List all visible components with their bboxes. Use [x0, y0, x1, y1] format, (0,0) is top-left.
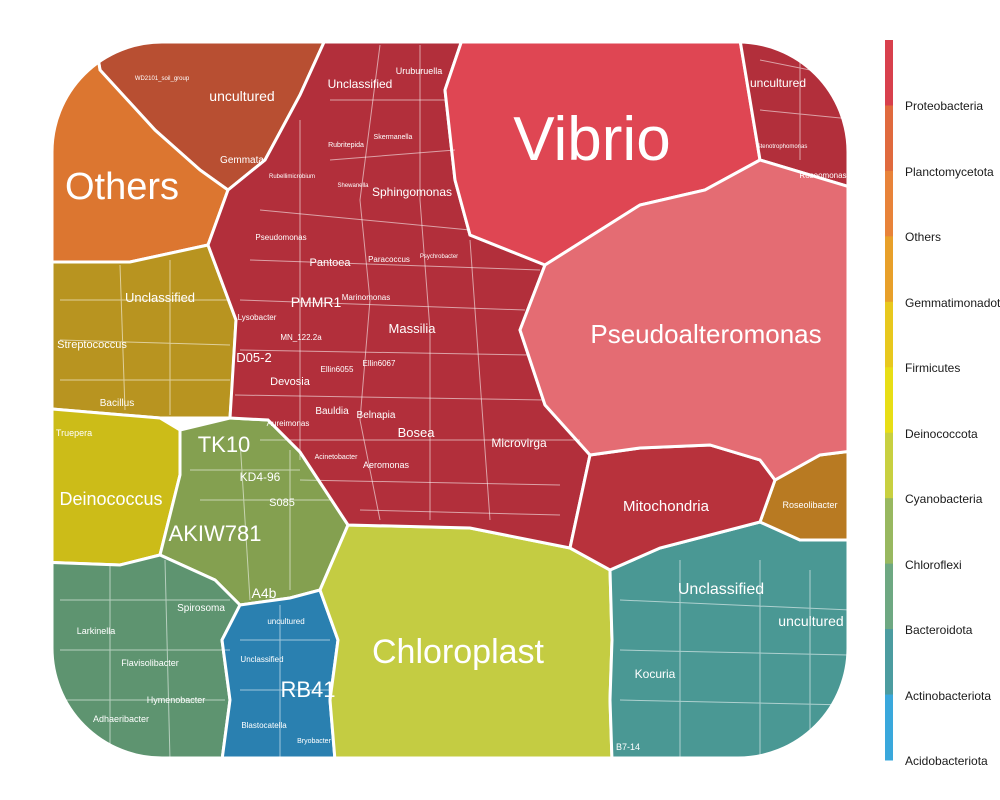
legend-label: Cyanobacteria [905, 492, 983, 506]
label-pseudoalteromonas: Pseudoalteromonas [590, 319, 821, 349]
label-stenotrophomonas: Stenotrophomonas [757, 144, 808, 150]
legend-swatches [885, 40, 893, 761]
label-d05-2: D05-2 [236, 350, 271, 365]
label-kocuria: Kocuria [635, 667, 676, 681]
legend-swatch [885, 105, 893, 172]
legend-swatch [885, 432, 893, 499]
region-firmicutes [52, 243, 238, 420]
legend-label: Bacteroidota [905, 623, 973, 637]
label-flavisolibacter: Flavisolibacter [121, 658, 179, 668]
label-uruburuella: Uruburuella [396, 66, 443, 76]
label-others: Others [65, 166, 179, 208]
label-gemmata: Gemmata [220, 155, 264, 166]
label-bosea: Bosea [398, 425, 436, 440]
legend-swatch [885, 694, 893, 761]
label-blastocatella: Blastocatella [241, 721, 287, 730]
label-s085: S085 [269, 497, 295, 509]
label-pmmr1: PMMR1 [291, 294, 342, 310]
label-paracoccus: Paracoccus [368, 255, 410, 264]
label-streptococcus: Streptococcus [57, 339, 127, 351]
label-marinomonas: Marinomonas [342, 293, 390, 302]
label-microvirga: Microvirga [491, 436, 547, 450]
label-bacillus: Bacillus [100, 398, 134, 409]
label-skermanella: Skermanella [374, 134, 413, 141]
label-bryobacter: Bryobacter [297, 738, 332, 745]
legend-label: Chloroflexi [905, 558, 962, 572]
label-larkinella: Larkinella [77, 626, 116, 636]
legend-label: Others [905, 230, 941, 244]
label-acido-uncultured: uncultured [267, 617, 304, 626]
label-shewanella: Shewanella [337, 183, 369, 189]
label-adhaeribacter: Adhaeribacter [93, 714, 149, 724]
label-truepera: Truepera [56, 428, 92, 438]
label-roseolibacter: Roseolibacter [782, 500, 837, 510]
label-bauldia: Bauldia [315, 406, 349, 417]
legend-label: Proteobacteria [905, 99, 983, 113]
label-aeromonas: Aeromonas [363, 460, 410, 470]
label-actino-unclassified: Unclassified [678, 581, 764, 598]
label-spirosoma: Spirosoma [177, 603, 225, 614]
label-vibrio: Vibrio [513, 105, 670, 174]
label-hymenobacter: Hymenobacter [147, 695, 206, 705]
genus-labels: Vibrio Pseudoalteromonas Chloroplast Oth… [56, 66, 847, 752]
label-aureimonas: Aureimonas [267, 419, 310, 428]
legend: Proteobacteria Planctomycetota Others Ge… [885, 40, 1000, 768]
legend-swatch [885, 236, 893, 303]
legend-label: Actinobacteriota [905, 689, 991, 703]
legend-swatch [885, 40, 893, 106]
label-belnapia: Belnapia [357, 410, 396, 421]
label-sphingomonas: Sphingomonas [372, 185, 452, 199]
label-gemmatimonadota-uncultured: uncultured [209, 88, 274, 104]
legend-swatch [885, 563, 893, 630]
label-akiw781: AKIW781 [169, 521, 262, 546]
legend-label: Firmicutes [905, 361, 960, 375]
label-ellin6055: Ellin6055 [321, 365, 354, 374]
label-acinetobacter: Acinetobacter [315, 454, 358, 461]
legend-label: Planctomycetota [905, 165, 994, 179]
label-devosia: Devosia [270, 376, 311, 388]
label-psychrobacter: Psychrobacter [420, 254, 458, 260]
label-rubellimicrobium: Rubellimicrobium [269, 174, 315, 180]
label-ellin6067: Ellin6067 [363, 359, 396, 368]
label-rubritepida: Rubritepida [328, 142, 364, 149]
label-deinococcus: Deinococcus [59, 489, 162, 509]
legend-swatch [885, 170, 893, 237]
label-wd2101: WD2101_soil_group [135, 76, 190, 82]
label-a4b: A4b [252, 585, 277, 601]
label-proteo-unclassified: Unclassified [328, 77, 393, 91]
label-mitochondria: Mitochondria [623, 498, 710, 515]
label-pantoea: Pantoea [310, 257, 352, 269]
treemap-outline [50, 40, 850, 760]
label-rb41: RB41 [280, 677, 335, 702]
region-actinobacteriota [608, 520, 848, 758]
label-b7-14: B7-14 [616, 742, 640, 752]
legend-swatch [885, 367, 893, 434]
label-firmicutes-unclassified: Unclassified [125, 290, 195, 305]
label-pseudomonas: Pseudomonas [255, 233, 306, 242]
label-acido-unclassified: Unclassified [240, 655, 283, 664]
label-kd4-96: KD4-96 [240, 470, 281, 484]
legend-label: Gemmatimonadota [905, 296, 1000, 310]
label-massilia: Massilia [389, 321, 437, 336]
label-actino-uncultured: uncultured [778, 613, 843, 629]
label-tk10: TK10 [198, 432, 251, 457]
legend-swatch [885, 498, 893, 565]
genus-cell-borders [59, 44, 848, 758]
legend-swatch [885, 301, 893, 368]
label-mn-122-2a: MN_122.2a [280, 333, 322, 342]
region-pseudoalteromonas [518, 158, 848, 482]
label-chloroplast: Chloroplast [372, 633, 545, 671]
legend-label: Deinococcota [905, 427, 978, 441]
label-proteo-uncultured: uncultured [750, 76, 806, 90]
treemap-body [52, 42, 848, 758]
legend-label: Acidobacteriota [905, 754, 988, 768]
label-roseomonas: Roseomonas [799, 171, 846, 180]
legend-swatch [885, 629, 893, 696]
label-lysobacter: Lysobacter [238, 313, 277, 322]
legend-labels: Proteobacteria Planctomycetota Others Ge… [905, 99, 1000, 768]
